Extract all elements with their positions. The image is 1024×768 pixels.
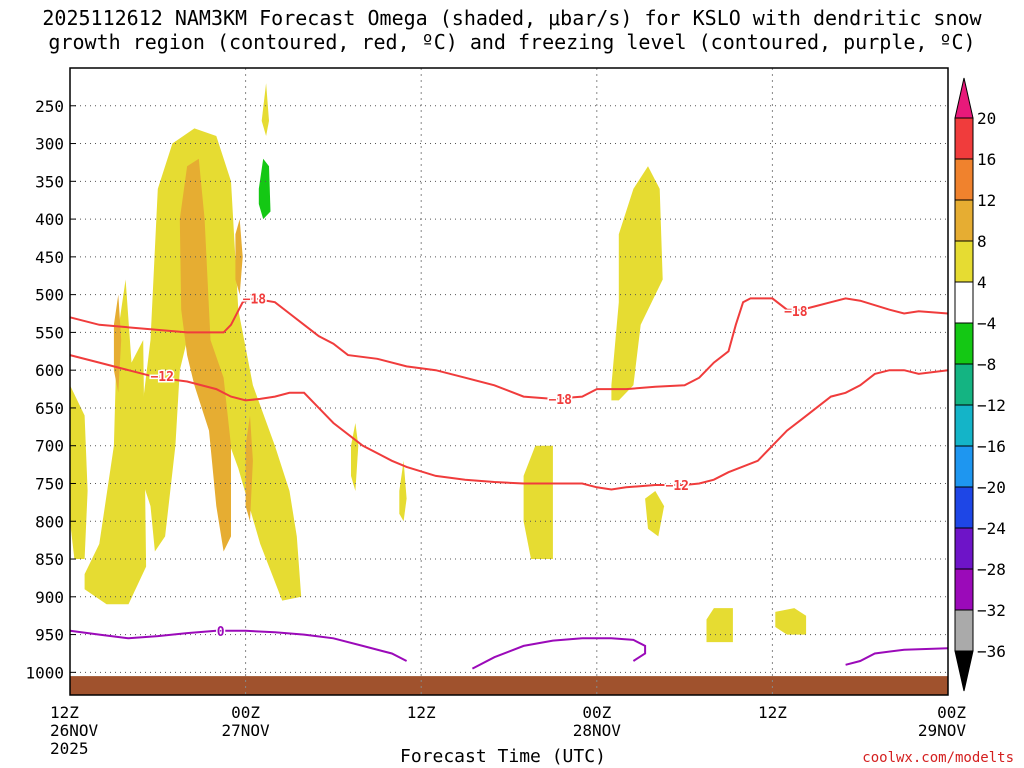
colorbar-label-12: −32 — [977, 601, 1006, 620]
contour-0 — [69, 297, 949, 400]
plot-frame — [69, 67, 949, 696]
y-tick-label-650: 650 — [35, 399, 64, 418]
y-tick-label-950: 950 — [35, 626, 64, 645]
x-axis-label: Forecast Time (UTC) — [400, 746, 606, 767]
contour-label-4: −12 — [666, 479, 689, 494]
colorbar-label-9: −20 — [977, 478, 1006, 497]
y-tick-label-450: 450 — [35, 248, 64, 267]
omega-region-0 — [70, 385, 88, 559]
omega-region-11 — [775, 608, 807, 635]
x-tick-label-0: 12Z — [50, 703, 79, 722]
ground-surface — [70, 676, 948, 695]
x-tick-label-5: 00Z — [937, 703, 966, 722]
y-tick-label-250: 250 — [35, 97, 64, 116]
colorbar-segment-1 — [954, 117, 974, 160]
colorbar-segment-8 — [954, 404, 974, 447]
omega-region-3 — [261, 83, 269, 136]
colorbar-label-4: 4 — [977, 273, 987, 292]
omega-region-12 — [179, 158, 231, 552]
colorbar-label-13: −36 — [977, 642, 1006, 661]
colorbar-label-0: 20 — [977, 109, 996, 128]
y-tick-label-350: 350 — [35, 172, 64, 191]
y-tick-label-700: 700 — [35, 437, 64, 456]
omega-region-10 — [706, 608, 733, 643]
contour-label-1: −18 — [784, 305, 808, 320]
contour-3 — [471, 637, 647, 670]
colorbar-segment-7 — [954, 363, 974, 406]
source-credit: coolwx.com/modelts — [862, 750, 1014, 766]
chart-title-line2: growth region (contoured, red, ºC) and f… — [48, 30, 976, 54]
colorbar-label-3: 8 — [977, 232, 987, 251]
colorbar-segment-12 — [954, 568, 974, 611]
colorbar-segment-11 — [954, 527, 974, 570]
x-tick-sublabel-3: 28NOV — [573, 721, 622, 740]
x-tick-label-3: 00Z — [582, 703, 611, 722]
y-tick-label-800: 800 — [35, 512, 64, 531]
colorbar-label-8: −16 — [977, 437, 1006, 456]
chart-title-line1: 2025112612 NAM3KM Forecast Omega (shaded… — [42, 6, 982, 30]
contour-label-5: 0 — [217, 625, 225, 640]
colorbar-segment-13 — [954, 609, 974, 652]
colorbar-label-10: −24 — [977, 519, 1006, 538]
y-tick-label-500: 500 — [35, 286, 64, 305]
contour-label-0: −18 — [243, 292, 267, 307]
colorbar-label-2: 12 — [977, 191, 996, 210]
colorbar-bottom-arrow — [954, 650, 974, 692]
x-tick-sublabel-0: 26NOV — [50, 721, 99, 740]
omega-region-7 — [523, 445, 553, 559]
colorbar-segment-6 — [954, 322, 974, 365]
y-tick-label-400: 400 — [35, 210, 64, 229]
omega-region-8 — [611, 166, 663, 401]
colorbar-label-6: −8 — [977, 355, 996, 374]
omega-region-13 — [235, 219, 243, 295]
colorbar-label-5: −4 — [977, 314, 996, 333]
x-year-label: 2025 — [50, 739, 89, 758]
y-tick-label-850: 850 — [35, 550, 64, 569]
colorbar-segment-9 — [954, 445, 974, 488]
colorbar-label-7: −12 — [977, 396, 1006, 415]
y-tick-label-900: 900 — [35, 588, 64, 607]
colorbar-top-arrow — [954, 77, 974, 119]
y-tick-label-1000: 1000 — [25, 663, 64, 682]
omega-region-4 — [258, 158, 271, 220]
colorbar-label-1: 16 — [977, 150, 996, 169]
x-tick-sublabel-1: 27NOV — [222, 721, 271, 740]
x-tick-label-1: 00Z — [231, 703, 260, 722]
y-tick-label-750: 750 — [35, 474, 64, 493]
y-tick-label-300: 300 — [35, 135, 64, 154]
colorbar-segment-4 — [954, 240, 974, 283]
colorbar-segment-10 — [954, 486, 974, 529]
contour-1 — [69, 354, 949, 491]
contour-label-2: −18 — [548, 393, 572, 408]
colorbar-segment-3 — [954, 199, 974, 242]
colorbar-label-11: −28 — [977, 560, 1006, 579]
omega-region-9 — [645, 491, 665, 537]
contour-4 — [845, 647, 949, 666]
contour-2 — [69, 629, 408, 662]
colorbar-segment-2 — [954, 158, 974, 201]
x-tick-sublabel-5: 29NOV — [918, 721, 967, 740]
contour-label-3: −12 — [150, 370, 173, 385]
x-tick-label-4: 12Z — [758, 703, 787, 722]
y-tick-label-600: 600 — [35, 361, 64, 380]
x-tick-label-2: 12Z — [407, 703, 436, 722]
colorbar-segment-5 — [954, 281, 974, 324]
omega-region-15 — [245, 415, 253, 522]
omega-region-1 — [84, 279, 147, 605]
y-tick-label-550: 550 — [35, 323, 64, 342]
omega-region-6 — [399, 460, 407, 522]
